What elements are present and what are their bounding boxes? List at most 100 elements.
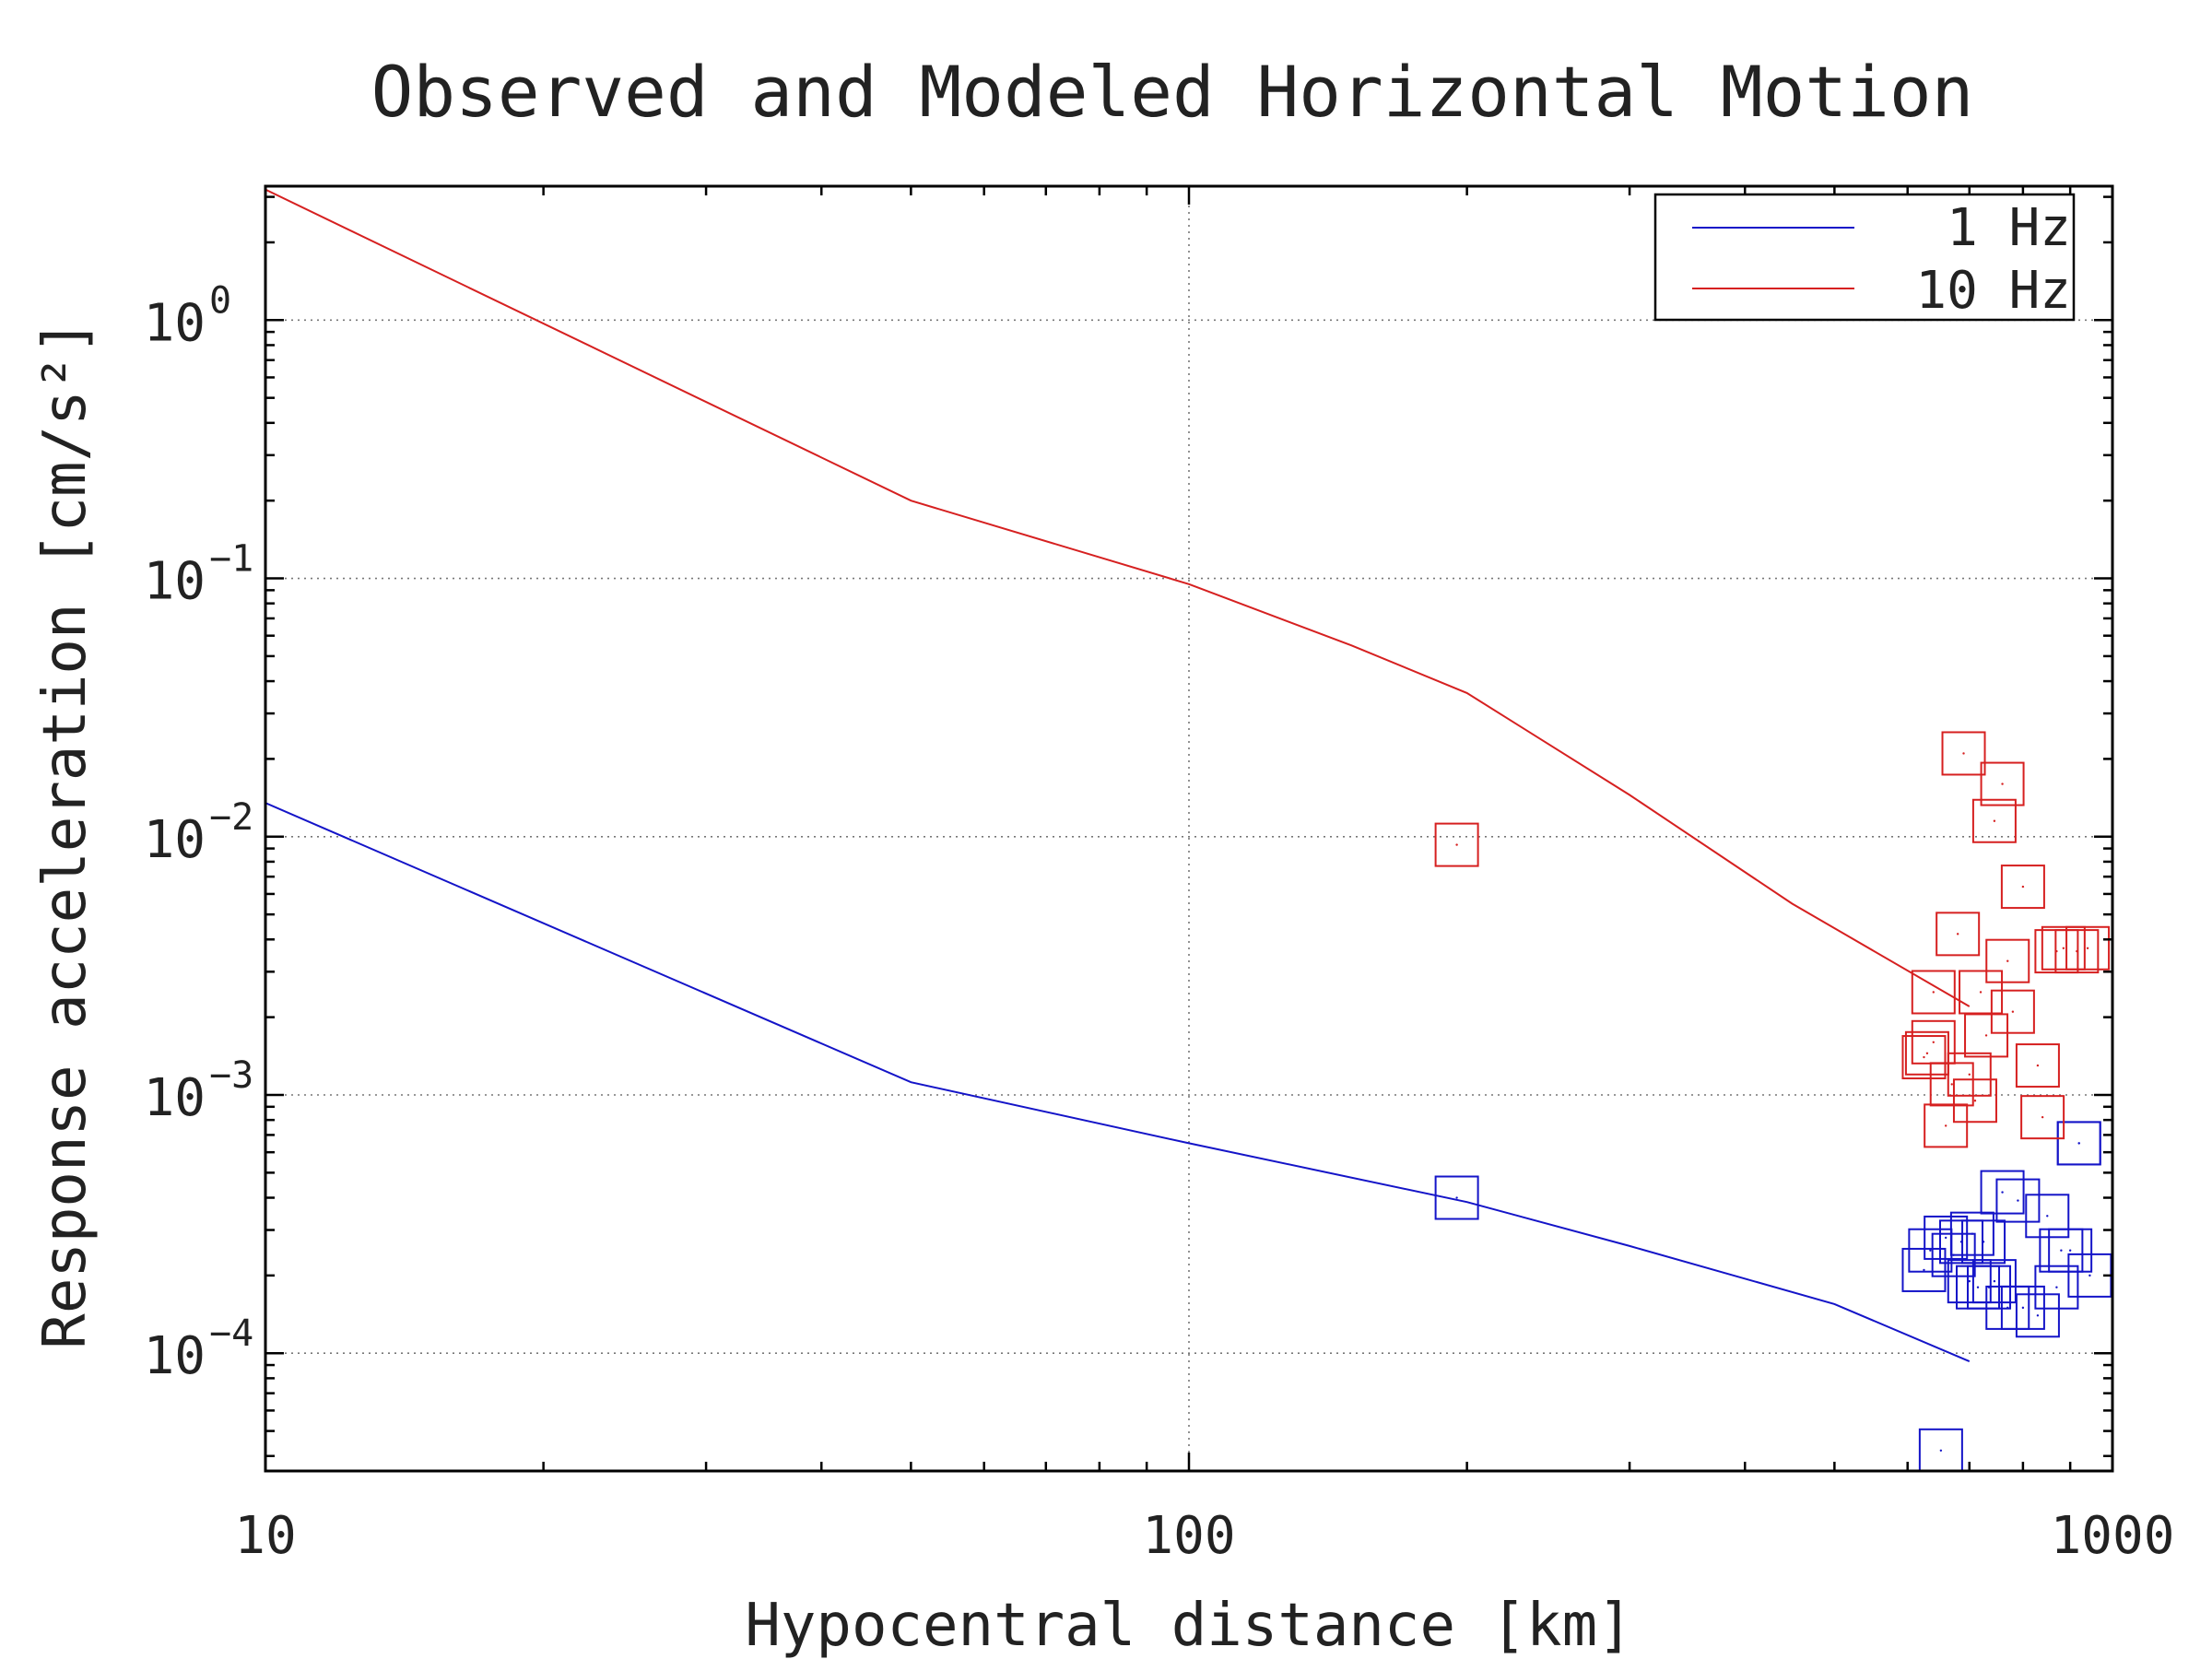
observed-dot	[1944, 1124, 1947, 1127]
observed-dot	[1923, 1055, 1925, 1059]
observed-point-10hz	[2054, 929, 2100, 974]
observed-point-10hz	[1990, 989, 2035, 1034]
observed-square	[1995, 1178, 2041, 1223]
observed-point-10hz	[1911, 970, 1956, 1015]
observed-square	[1971, 1259, 2017, 1304]
observed-dot	[1932, 991, 1935, 994]
observed-dot	[1971, 1232, 1974, 1235]
y-tick-base: 10	[144, 810, 206, 870]
observed-point-10hz	[2000, 865, 2045, 910]
series-layer	[265, 188, 2112, 1471]
observed-dot	[1944, 1236, 1947, 1240]
observed-point-10hz	[2065, 925, 2111, 971]
observed-dot	[1968, 1073, 1971, 1077]
observed-square	[1936, 912, 1981, 957]
y-tick-label: 10 −1	[144, 538, 254, 612]
observed-point-10hz	[2041, 925, 2086, 971]
observed-dot	[2001, 1191, 2004, 1194]
legend-label-10hz: 10 Hz	[1915, 261, 2071, 321]
observed-dot	[2036, 1064, 2040, 1067]
y-tick-exponent: 0	[209, 279, 231, 322]
observed-dot	[2068, 1249, 2072, 1252]
observed-dot	[1932, 1041, 1935, 1043]
observed-dot	[1923, 1268, 1925, 1272]
observed-square	[1980, 1170, 2025, 1215]
observed-square	[1434, 1175, 1479, 1220]
observed-dot	[2060, 1249, 2063, 1252]
observed-dot	[1984, 1034, 1988, 1037]
observed-dot	[2006, 1306, 2009, 1310]
observed-dot	[1956, 933, 1959, 935]
observed-square	[2054, 929, 2100, 974]
observed-square	[2015, 1043, 2060, 1088]
observed-dot	[2062, 947, 2065, 949]
observed-dot	[1962, 752, 1965, 755]
y-tick-base: 10	[144, 1326, 206, 1386]
observed-square	[1924, 1215, 1969, 1260]
observed-point-10hz	[2020, 1095, 2065, 1140]
y-tick-base: 10	[144, 1068, 206, 1128]
observed-point-10hz	[1901, 1035, 1947, 1080]
observed-square	[2065, 925, 2111, 971]
x-tick-label: 100	[1142, 1506, 1235, 1566]
legend-box	[1653, 193, 2076, 322]
observed-point-10hz	[1947, 1052, 1992, 1097]
observed-dot	[1979, 991, 1983, 994]
observed-square	[1918, 1428, 1963, 1471]
observed-dot	[1939, 1449, 1943, 1453]
observed-point-1hz	[1924, 1215, 1969, 1260]
observed-dot	[1950, 1083, 1953, 1086]
observed-point-1hz	[1434, 1175, 1479, 1220]
observed-dot	[1993, 1279, 1996, 1283]
observed-point-1hz	[1918, 1428, 1963, 1471]
observed-dot	[2006, 959, 2009, 962]
observed-dot	[1455, 1196, 1458, 1199]
observed-dot	[2011, 1010, 2015, 1013]
observed-dot	[1973, 1100, 1977, 1102]
legend-label-1hz: 1 Hz	[1947, 198, 2071, 258]
observed-square	[2048, 1228, 2093, 1273]
observed-dot	[2021, 885, 2025, 888]
observed-square	[1929, 1062, 1974, 1107]
observed-dot	[1929, 1249, 1932, 1252]
observed-square	[1952, 1078, 1997, 1124]
observed-square	[1961, 1219, 2006, 1265]
observed-square	[2015, 1293, 2060, 1338]
observed-dot	[2076, 949, 2078, 953]
plot-frame	[264, 184, 2114, 1473]
observed-dot	[1968, 1279, 1971, 1283]
observed-square	[2000, 865, 2045, 910]
observed-dot	[2001, 782, 2004, 785]
observed-point-10hz	[1941, 731, 1986, 776]
observed-point-1hz	[2034, 1265, 2079, 1310]
observed-square	[1964, 1013, 2009, 1058]
y-axis-label: Response acceleration [cm/s²]	[31, 319, 100, 1348]
x-tick-label: 1000	[2051, 1506, 2175, 1566]
observed-square	[2020, 1095, 2065, 1140]
grid	[265, 186, 2112, 1471]
observed-dot	[2088, 1274, 2091, 1277]
observed-point-10hz	[1980, 761, 2025, 806]
observed-dot	[2046, 1215, 2049, 1218]
model-line-10hz	[265, 188, 1971, 1007]
observed-square	[1949, 1211, 1994, 1256]
observed-point-10hz	[1434, 822, 1479, 867]
observed-square	[1924, 1103, 1969, 1148]
observed-point-1hz	[2048, 1228, 2093, 1273]
observed-square	[1901, 1035, 1947, 1080]
observed-point-10hz	[1952, 1078, 1997, 1124]
observed-point-10hz	[1924, 1103, 1969, 1148]
observed-dot	[2041, 1115, 2044, 1119]
observed-square	[2025, 1194, 2070, 1239]
observed-square	[1985, 938, 2030, 983]
observed-point-10hz	[2015, 1043, 2060, 1088]
observed-point-1hz	[2015, 1293, 2060, 1338]
legend: 1 Hz 10 Hz	[1653, 193, 2076, 322]
observed-point-10hz	[1929, 1062, 1974, 1107]
observed-point-10hz	[1936, 912, 1981, 957]
y-tick-label: 10 −3	[144, 1054, 254, 1128]
y-tick-exponent: −1	[209, 538, 253, 581]
observed-dot	[1976, 1286, 1980, 1288]
